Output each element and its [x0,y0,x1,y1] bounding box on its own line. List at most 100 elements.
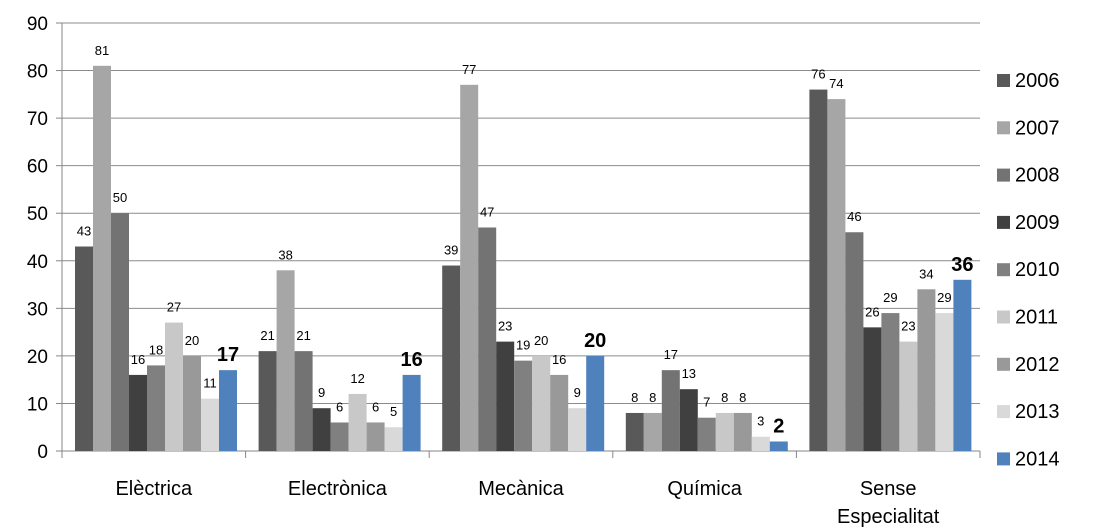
bar [147,365,165,451]
data-label: 81 [95,43,109,58]
bar [643,412,662,451]
data-label: 39 [444,243,458,258]
bar [532,355,551,451]
bar [75,246,93,451]
data-label: 6 [336,399,343,414]
data-label: 27 [167,300,181,315]
bar [348,393,367,451]
bar [935,313,954,451]
y-tick-label: 90 [27,14,48,35]
legend-swatch [997,263,1010,277]
category-label: Elèctrica [115,478,193,500]
data-label: 26 [865,304,879,319]
data-label: 17 [217,344,239,366]
data-label: 50 [113,190,127,205]
legend-label: 2006 [1015,70,1060,92]
data-label: 11 [203,376,217,391]
data-label: 3 [757,414,764,429]
data-label: 16 [552,352,566,367]
bar [899,341,918,451]
bar [769,441,788,451]
y-tick-label: 70 [27,109,48,130]
bar [917,289,936,451]
legend-swatch [997,405,1010,419]
bar [201,398,219,451]
data-label: 9 [318,385,325,400]
y-tick-label: 60 [27,157,48,178]
bar [460,84,479,452]
bar [402,374,421,451]
bar [258,351,277,451]
legend-swatch [997,168,1010,182]
bar [863,327,882,451]
data-label: 21 [260,328,274,343]
data-label: 16 [400,349,422,371]
bar [568,408,587,451]
legend-label: 2007 [1015,117,1060,139]
data-label: 7 [703,395,710,410]
data-label: 12 [350,371,364,386]
bar [366,422,385,451]
bar [312,408,331,451]
data-label: 23 [901,319,915,334]
data-label: 47 [480,204,494,219]
bar [165,322,183,451]
data-label: 46 [847,209,861,224]
category-label: Mecànica [478,478,564,500]
legend-label: 2010 [1015,259,1060,281]
bar [625,412,644,451]
data-label: 20 [185,333,199,348]
data-label: 18 [149,342,163,357]
data-label: 74 [829,76,843,91]
data-label: 21 [296,328,310,343]
bar [514,360,533,451]
bar [845,232,864,451]
y-tick-label: 80 [27,62,48,83]
legend-swatch [997,74,1010,87]
bar [881,313,900,451]
bar [442,265,461,451]
data-label: 23 [498,319,512,334]
category-label: Especialitat [837,506,940,528]
data-label: 77 [462,62,476,77]
bar [129,374,147,451]
data-label: 13 [682,366,696,381]
data-label: 29 [883,290,897,305]
bar [827,99,846,451]
bar [478,227,497,451]
data-label: 8 [631,390,638,405]
category-label: Química [667,478,742,500]
y-tick-label: 50 [27,204,48,225]
data-label: 34 [919,266,933,281]
bar [733,412,752,451]
data-label: 2 [773,415,784,437]
data-label: 8 [739,390,746,405]
bar [219,370,237,451]
legend-label: 2014 [1015,448,1060,470]
bar [330,422,349,451]
y-tick-label: 30 [27,299,48,320]
bar [586,355,605,451]
data-label: 16 [131,352,145,367]
data-label: 38 [278,247,292,262]
bar [183,355,201,451]
bar [276,270,295,451]
data-label: 5 [390,404,397,419]
data-label: 20 [584,330,606,352]
bar [93,65,111,452]
data-label: 76 [811,67,825,82]
bar [661,370,680,451]
bar [384,427,403,451]
legend-swatch [997,452,1010,466]
data-label: 43 [77,224,91,239]
bar [715,412,734,451]
y-tick-label: 40 [27,252,48,273]
bar [809,89,828,452]
data-label: 17 [664,347,678,362]
data-label: 19 [516,338,530,353]
bar [697,417,716,451]
bar [679,389,698,451]
data-label: 9 [574,385,581,400]
legend-swatch [997,121,1010,135]
